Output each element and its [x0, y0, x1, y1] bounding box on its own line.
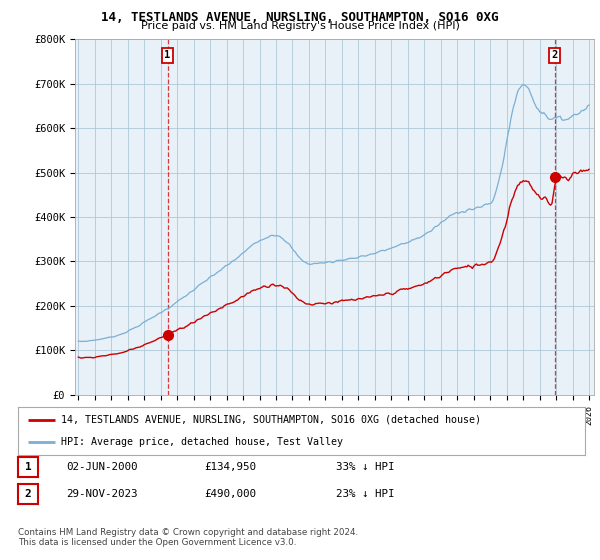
Text: £134,950: £134,950: [204, 462, 256, 472]
Text: 23% ↓ HPI: 23% ↓ HPI: [336, 489, 395, 499]
Text: 2: 2: [551, 50, 558, 60]
Text: Contains HM Land Registry data © Crown copyright and database right 2024.
This d: Contains HM Land Registry data © Crown c…: [18, 528, 358, 547]
Text: 02-JUN-2000: 02-JUN-2000: [66, 462, 137, 472]
Text: 14, TESTLANDS AVENUE, NURSLING, SOUTHAMPTON, SO16 0XG: 14, TESTLANDS AVENUE, NURSLING, SOUTHAMP…: [101, 11, 499, 24]
Text: 1: 1: [164, 50, 171, 60]
Text: HPI: Average price, detached house, Test Valley: HPI: Average price, detached house, Test…: [61, 437, 343, 447]
Text: 1: 1: [25, 462, 32, 472]
Text: Price paid vs. HM Land Registry's House Price Index (HPI): Price paid vs. HM Land Registry's House …: [140, 21, 460, 31]
Text: 29-NOV-2023: 29-NOV-2023: [66, 489, 137, 499]
Text: 14, TESTLANDS AVENUE, NURSLING, SOUTHAMPTON, SO16 0XG (detached house): 14, TESTLANDS AVENUE, NURSLING, SOUTHAMP…: [61, 415, 481, 425]
Text: 33% ↓ HPI: 33% ↓ HPI: [336, 462, 395, 472]
Text: £490,000: £490,000: [204, 489, 256, 499]
Text: 2: 2: [25, 489, 32, 499]
